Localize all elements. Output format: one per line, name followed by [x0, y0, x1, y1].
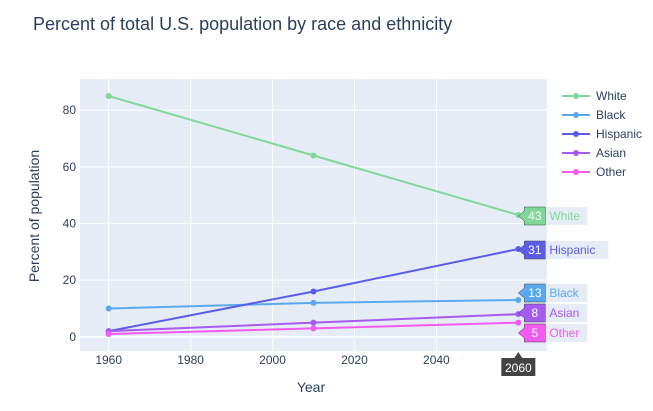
data-point-other[interactable] [310, 325, 317, 332]
y-tick-label: 60 [63, 160, 77, 174]
legend[interactable]: White Black Hispanic Asian Other [562, 89, 642, 179]
legend-item-other[interactable]: Other [562, 165, 626, 179]
hover-value-black: 13 [528, 286, 542, 300]
y-axis-ticks: 0 20 40 60 80 [63, 103, 77, 344]
hover-x-label: 2060 [505, 361, 532, 375]
x-tick-label: 2040 [423, 353, 450, 367]
data-point-hispanic[interactable] [310, 288, 317, 295]
y-tick-label: 40 [63, 217, 77, 231]
y-tick-label: 80 [63, 103, 77, 117]
legend-item-black[interactable]: Black [562, 108, 626, 122]
legend-marker [573, 169, 579, 175]
legend-label: Other [596, 165, 626, 179]
data-point-asian[interactable] [310, 319, 317, 326]
hover-box-hispanic [517, 240, 546, 260]
legend-item-white[interactable]: White [562, 89, 627, 103]
hover-box-asian [517, 303, 546, 323]
hover-name-black: Black [549, 286, 579, 300]
data-point-other[interactable] [105, 331, 112, 337]
hover-value-white: 43 [528, 209, 542, 223]
hover-name-bg-white [546, 207, 588, 225]
legend-label: Hispanic [596, 127, 642, 141]
x-tick-label: 2020 [341, 353, 368, 367]
y-tick-label: 20 [63, 273, 77, 287]
hover-name-hispanic: Hispanic [549, 243, 595, 257]
hover-name-asian: Asian [549, 306, 579, 320]
hover-name-white: White [549, 209, 580, 223]
hover-name-bg-other [546, 324, 588, 342]
hover-box-other [517, 323, 546, 343]
x-axis-ticks: 1960 1980 2000 2020 2040 [95, 353, 450, 367]
chart-title: Percent of total U.S. population by race… [33, 14, 452, 34]
data-point-other[interactable] [515, 319, 522, 326]
x-tick-label: 2000 [259, 353, 286, 367]
plot-area [80, 79, 547, 351]
data-point-white[interactable] [105, 93, 112, 99]
legend-label: White [596, 89, 627, 103]
hover-box-black [517, 283, 546, 303]
legend-label: Asian [596, 146, 626, 160]
data-point-black[interactable] [105, 305, 112, 312]
hover-value-hispanic: 31 [528, 243, 542, 257]
legend-item-hispanic[interactable]: Hispanic [562, 127, 642, 141]
x-tick-label: 1960 [95, 353, 122, 367]
y-tick-label: 0 [69, 330, 76, 344]
data-point-white[interactable] [310, 152, 317, 159]
hover-name-other: Other [549, 326, 579, 340]
legend-marker [573, 131, 579, 137]
hover-name-bg-hispanic [546, 241, 609, 259]
legend-item-asian[interactable]: Asian [562, 146, 626, 160]
series-lines [105, 93, 522, 337]
hover-value-asian: 8 [531, 306, 538, 320]
data-point-black[interactable] [515, 297, 522, 303]
legend-marker [573, 150, 579, 156]
hover-value-other: 5 [531, 326, 538, 340]
hover-box-white [517, 206, 546, 226]
legend-marker [573, 112, 579, 118]
y-axis-title: Percent of population [26, 150, 42, 282]
x-tick-label: 1980 [177, 353, 204, 367]
hover-x-box [501, 352, 536, 376]
x-axis-title: Year [297, 379, 326, 395]
data-point-black[interactable] [310, 299, 317, 306]
grid [80, 79, 547, 351]
legend-label: Black [596, 108, 626, 122]
legend-marker [573, 93, 579, 99]
hover-name-bg-black [546, 284, 588, 302]
hover-labels: 43 White 31 Hispanic 13 Black 8 Asian 5 Other 2060 [501, 206, 609, 376]
hover-name-bg-asian [546, 304, 588, 322]
